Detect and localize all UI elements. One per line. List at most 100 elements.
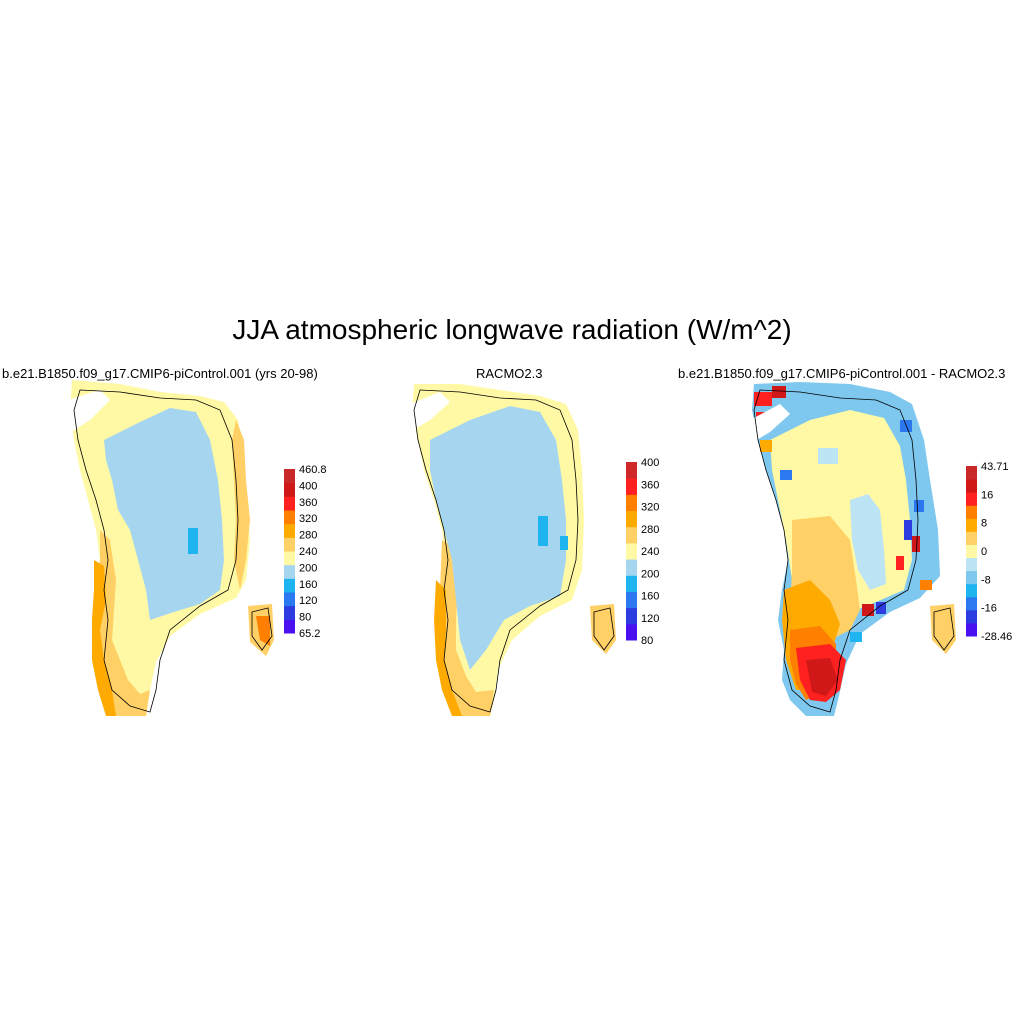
colorbar-label: -8	[981, 574, 991, 586]
colorbar-swatch	[284, 619, 295, 634]
colorbar-label: 400	[299, 480, 317, 492]
panel-2-map	[410, 384, 616, 716]
colorbar-swatch	[626, 559, 637, 576]
colorbar-swatch	[284, 523, 295, 538]
colorbar-swatch	[284, 469, 295, 484]
colorbar-label: 8	[981, 518, 987, 530]
panel-2-ellesmere	[410, 392, 450, 432]
colorbar-label: 80	[641, 635, 653, 647]
colorbar-label: 400	[641, 457, 659, 469]
colorbar-swatch	[966, 518, 977, 532]
panel-2-iceland	[590, 604, 616, 654]
colorbar-swatch	[626, 478, 637, 495]
colorbar-label: 16	[981, 489, 993, 501]
panel-2-colorbar: 80 120 160 200 240 280 320 360 400	[626, 457, 659, 647]
panel-3-cell	[780, 470, 792, 480]
colorbar-label: 320	[641, 502, 659, 514]
colorbar-label: 65.2	[299, 628, 320, 640]
panel-3-map	[750, 382, 956, 716]
panel-3-coastline	[753, 389, 919, 713]
panel-1-orange-west	[92, 560, 116, 716]
colorbar-label: 43.71	[981, 461, 1009, 473]
panel-3-ellesmere	[750, 404, 790, 444]
panel-3-cell	[862, 604, 874, 616]
panel-2-title: RACMO2.3	[476, 366, 543, 381]
colorbar-swatch	[966, 583, 977, 598]
panel-1-iceland-core	[256, 616, 270, 646]
colorbar-swatch	[626, 607, 637, 625]
panel-1-map	[68, 380, 274, 716]
panel-3-colorbar: -28.46 -16 -8 0 8 16 43.71	[966, 461, 1012, 643]
colorbar-label: 200	[641, 568, 659, 580]
panel-3-cell	[896, 556, 904, 570]
colorbar-swatch	[626, 526, 637, 544]
panel-3-dark-red	[806, 658, 838, 696]
panel-2-coastline	[413, 389, 579, 713]
colorbar-label: 360	[299, 497, 317, 509]
colorbar-swatch	[966, 544, 977, 559]
panel-3-cell	[876, 602, 886, 614]
colorbar-swatch	[966, 492, 977, 506]
colorbar-swatch	[966, 622, 977, 637]
colorbar-swatch	[284, 482, 295, 497]
colorbar-label: 240	[299, 546, 317, 558]
colorbar-swatch	[284, 605, 295, 620]
panel-2-orange-rim	[436, 540, 494, 716]
colorbar-swatch	[626, 494, 637, 512]
colorbar-label: 160	[299, 579, 317, 591]
panel-1-ellesmere	[68, 390, 110, 434]
panel-3-ice-core	[850, 494, 886, 590]
colorbar-swatch	[966, 505, 977, 519]
colorbar-swatch	[966, 479, 977, 493]
panel-1-ice-sheet	[104, 408, 224, 620]
panel-1-iceland-coast	[251, 607, 273, 651]
colorbar-swatch	[284, 592, 295, 607]
colorbar-label: 360	[641, 479, 659, 491]
panel-3-cell	[914, 500, 924, 512]
figure-title: JJA atmospheric longwave radiation (W/m^…	[232, 314, 792, 345]
colorbar-swatch	[626, 462, 637, 479]
panel-3-iceland	[930, 604, 956, 654]
panel-3-ice-patch	[818, 448, 838, 464]
colorbar-label: 120	[641, 613, 659, 625]
colorbar-label: 280	[299, 530, 317, 542]
colorbar-swatch	[284, 551, 295, 566]
panel-3-cell	[754, 392, 772, 406]
panel-3-cell	[760, 440, 772, 452]
colorbar-label: 0	[981, 546, 987, 558]
panel-1-colorbar: 65.2 80 120 160 200 240 280 320 360 400 460.8	[284, 464, 327, 640]
panel-3-cell	[772, 386, 786, 398]
panel-2-ice-sheet	[430, 406, 566, 670]
colorbar-swatch	[966, 570, 977, 585]
panel-2-orange-west	[434, 580, 462, 716]
colorbar-label: 460.8	[299, 464, 327, 476]
panel-3-cell	[904, 520, 912, 540]
panel-3-cell	[912, 536, 920, 552]
colorbar-swatch	[284, 564, 295, 579]
panel-1-coastline	[73, 389, 239, 713]
colorbar-label: 120	[299, 595, 317, 607]
panel-3-title: b.e21.B1850.f09_g17.CMIP6-piControl.001 …	[678, 366, 1006, 381]
panel-3-cell	[850, 632, 862, 642]
panel-1-title: b.e21.B1850.f09_g17.CMIP6-piControl.001 …	[2, 366, 318, 381]
colorbar-swatch	[284, 496, 295, 511]
colorbar-swatch	[966, 609, 977, 624]
panel-3-cell	[920, 580, 932, 590]
panel-2-high-cell-a	[538, 516, 548, 546]
panel-2-high-cell-b	[560, 536, 568, 550]
colorbar-label: 80	[299, 612, 311, 624]
panel-1-high-cell	[188, 528, 198, 554]
colorbar-swatch	[626, 575, 637, 592]
colorbar-label: 240	[641, 546, 659, 558]
colorbar-label: -28.46	[981, 631, 1012, 643]
colorbar-label: 200	[299, 562, 317, 574]
colorbar-swatch	[284, 537, 295, 552]
colorbar-label: 320	[299, 513, 317, 525]
colorbar-swatch	[966, 596, 977, 611]
colorbar-swatch	[626, 623, 637, 641]
panel-3-iceland-coast	[933, 607, 955, 651]
colorbar-swatch	[626, 591, 637, 609]
colorbar-swatch	[626, 510, 637, 528]
colorbar-swatch	[626, 542, 637, 560]
